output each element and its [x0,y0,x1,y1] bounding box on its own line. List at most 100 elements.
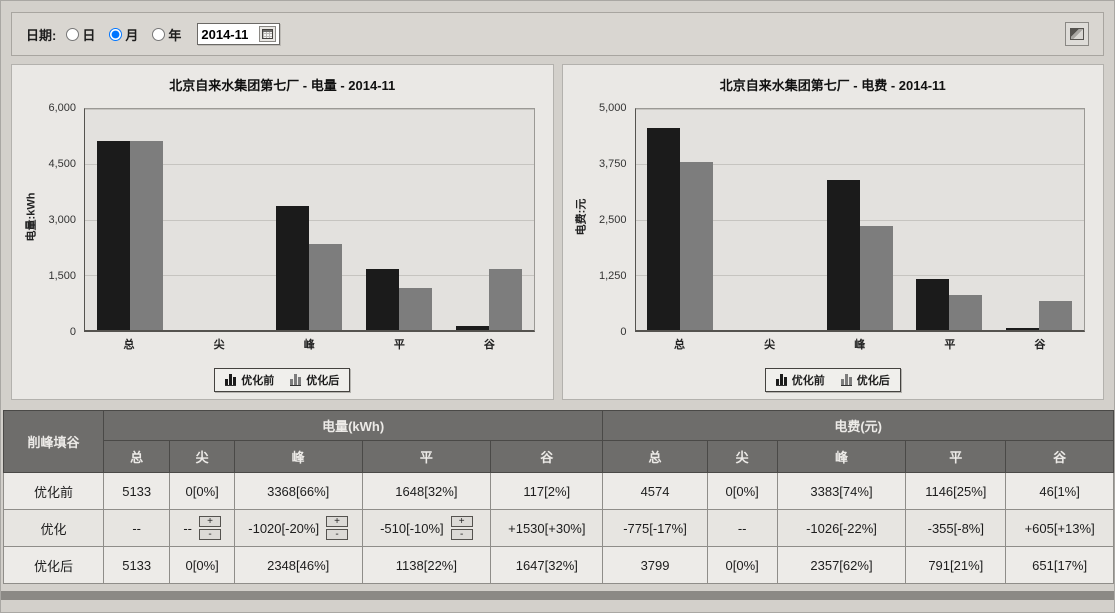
radio-input-month[interactable] [109,27,123,41]
x-tick-label: 平 [393,339,405,351]
charts-row: 北京自来水集团第七厂 - 电量 - 2014-11 电量:kWh 6,000 4,… [11,64,1104,400]
cell-value: -- [132,520,142,536]
cell-value: 5133 [122,557,152,573]
table-group-header-cost: 电费(元) [602,410,1114,441]
table-cell: 0[0%] [706,472,778,510]
cell-value: 2348[46%] [267,557,330,573]
legend-label: 优化后 [856,375,890,387]
stepper-plus-button[interactable]: + [199,516,221,527]
radio-label: 日 [82,27,96,43]
bar-series1-cat3 [949,295,983,330]
y-axis-ticks: 6,000 4,500 3,000 1,500 0 [38,102,80,338]
table-cell: +605[+13%] [1005,509,1114,547]
stepper-minus-button[interactable]: - [450,529,473,540]
radio-label: 年 [168,27,182,43]
cell-value: 3383[74%] [810,483,873,499]
table-cell: 4574 [602,472,708,510]
bar-group-3 [354,109,444,330]
legend-item-1: 优化后 [840,372,890,388]
bar-series0-cat0 [96,140,130,330]
chart-title: 北京自来水集团第七厂 - 电量 - 2014-11 [169,78,396,93]
chart-legend-wrap: 优化前 优化后 [563,368,1104,392]
radio-option-month[interactable]: 月 [109,25,138,44]
chart-title: 北京自来水集团第七厂 - 电费 - 2014-11 [719,78,946,93]
table-cell: -510[-10%] + - [361,509,492,547]
radio-option-day[interactable]: 日 [66,25,95,44]
date-field [197,23,281,45]
table-cell: 1648[32%] [361,472,492,510]
radio-input-year[interactable] [152,27,166,41]
cell-value: 3368[66%] [267,483,330,499]
bar-series1-cat3 [398,288,432,330]
table-cell: 2357[62%] [776,546,907,584]
table-cell: 3368[66%] [233,472,363,510]
mini-bar-chart-icon [840,374,852,386]
x-tick-label: 尖 [213,339,225,351]
row-label: 优化后 [3,546,104,584]
bar-group-0 [85,109,175,330]
chart-legend: 优化前 优化后 [764,368,901,392]
cell-value: 0[0%] [185,483,219,499]
x-axis-labels: 总尖峰平谷 [635,336,1086,352]
table-cell: 0[0%] [169,472,235,510]
y-tick-label: 3,000 [48,214,76,226]
y-tick-label: 1,500 [48,270,76,282]
cell-value: 3799 [640,557,670,573]
table-subheader-1: 尖 [169,440,235,473]
y-axis-ticks: 5,000 3,750 2,500 1,250 0 [589,102,631,338]
calendar-button[interactable] [259,26,277,42]
bar-series1-cat2 [859,225,893,330]
cell-value: 1146[25%] [925,483,987,499]
cell-value: -775[-17%] [623,520,687,536]
chart-legend-wrap: 优化前 优化后 [12,368,553,392]
gridline [85,164,534,166]
stepper-minus-button[interactable]: - [199,529,221,540]
radio-input-day[interactable] [66,27,80,41]
toolbar: 日期: 日 月 年 [11,12,1104,56]
chart-body: 电量:kWh 6,000 4,500 3,000 1,500 0 总 尖 峰 平 谷 [22,102,539,352]
table-subheader-4: 谷 [490,440,604,473]
stepper-minus-button[interactable]: - [326,529,349,540]
stepper: + - [450,516,473,540]
bar-group-4 [444,109,534,330]
table-subheader-6: 尖 [706,440,778,473]
y-tick-label: 0 [69,326,76,338]
date-input[interactable] [201,26,260,42]
cell-value: -510[-10%] [380,520,444,536]
radio-label: 月 [125,27,139,43]
y-tick-label: 2,500 [598,214,627,226]
table-cell: +1530[+30%] [490,509,604,547]
stepper-plus-button[interactable]: + [326,516,349,527]
bar-series0-cat4 [1006,327,1040,330]
y-tick-label: 3,750 [598,158,627,170]
bar-groups [636,109,1085,330]
export-button[interactable] [1065,22,1089,46]
y-axis-label: 电费:元 [575,198,588,236]
radio-option-year[interactable]: 年 [152,25,181,44]
table-cell: 3383[74%] [776,472,907,510]
bar-groups [85,109,534,330]
cell-value: -1026[-22%] [806,520,877,536]
mini-bar-chart-icon [775,374,787,386]
legend-item-1: 优化后 [290,372,339,388]
table-cell: 5133 [102,546,171,584]
x-tick-label: 总 [674,339,686,351]
table-subheader-5: 总 [602,440,708,473]
x-tick-label: 尖 [764,339,776,351]
table-cell: 1146[25%] [905,472,1007,510]
table-body: 优化前 5133 0[0%] 3368[66%] 1648[32%] 117[2%] 457… [3,472,1114,584]
mini-bar-chart-icon [290,374,302,386]
cell-value: +605[+13%] [1024,520,1095,536]
x-tick-label: 峰 [854,339,866,351]
cell-value: 46[1%] [1039,483,1080,499]
cell-value: 0[0%] [725,483,759,499]
x-tick-label: 谷 [1034,339,1046,351]
stepper-plus-button[interactable]: + [450,516,473,527]
cell-value: 1647[32%] [515,557,578,573]
table-cell: 5133 [102,472,171,510]
table-cell: 1138[22%] [361,546,492,584]
x-tick-label: 谷 [483,339,495,351]
table-cell: -- [102,509,171,547]
cell-value: -1020[-20%] [248,520,320,536]
table-row-0: 优化前 5133 0[0%] 3368[66%] 1648[32%] 117[2%] 457… [3,472,1114,510]
